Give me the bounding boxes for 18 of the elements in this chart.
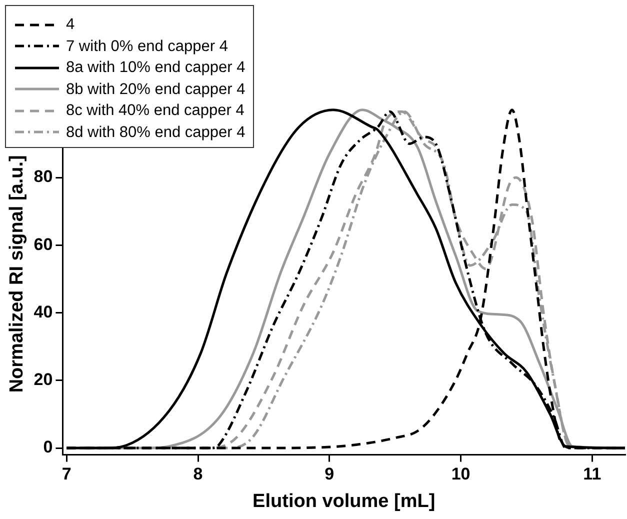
legend-label: 8b with 20% end capper 4 (66, 80, 246, 100)
legend-label: 8c with 40% end capper 4 (66, 101, 244, 121)
legend-label: 8a with 10% end capper 4 (66, 58, 246, 78)
legend-label: 8d with 80% end capper 4 (66, 122, 246, 142)
x-axis-title: Elution volume [mL] (252, 490, 436, 512)
y-tick-label: 60 (34, 234, 53, 254)
legend-label: 7 with 0% end capper 4 (66, 36, 228, 56)
x-tick-label: 11 (583, 464, 602, 484)
x-tick-label: 8 (193, 464, 203, 484)
y-tick-label: 20 (34, 370, 53, 390)
x-tick-label: 10 (451, 464, 470, 484)
x-tick-label: 9 (324, 464, 334, 484)
legend-label: 4 (66, 15, 75, 35)
y-tick-label: 80 (34, 167, 53, 186)
y-tick-label: 0 (43, 438, 53, 457)
y-axis-title: Normalized RI signal [a.u.] (6, 155, 28, 393)
x-tick-label: 7 (62, 464, 72, 484)
y-tick-label: 40 (34, 302, 53, 322)
